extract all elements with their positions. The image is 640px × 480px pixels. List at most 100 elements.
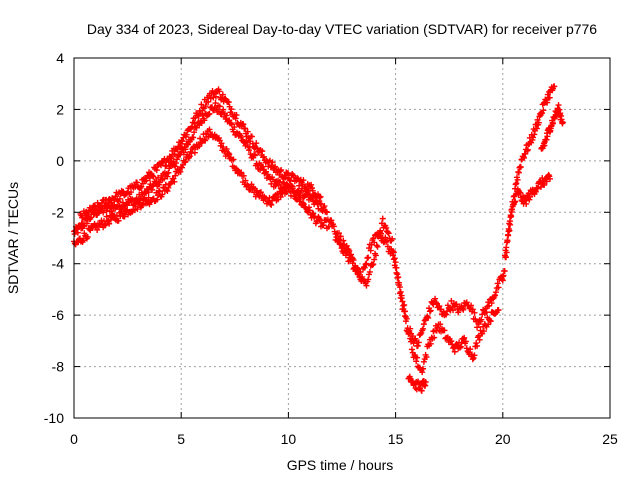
data-point-arc-5 [389, 248, 396, 255]
data-point-arc-7 [533, 125, 540, 132]
data-point-arc-1 [238, 134, 245, 141]
data-point-arc-1 [306, 191, 313, 198]
data-point-arc-2 [172, 172, 179, 179]
data-point-arc-3 [282, 174, 289, 181]
data-point-arc-5 [456, 344, 463, 351]
data-point-arc-4 [488, 300, 495, 307]
data-point-arc-5 [414, 354, 421, 361]
data-point-arc-4 [436, 303, 443, 310]
x-tick-label: 10 [281, 431, 297, 447]
data-point-arc-5 [393, 269, 400, 276]
data-point-arc-2 [87, 227, 94, 234]
data-point-arc-6 [418, 387, 425, 394]
data-point-arc-4 [460, 306, 467, 313]
data-point-arc-2 [238, 169, 245, 176]
data-point-arc-3 [88, 208, 95, 215]
data-point-arc-5 [359, 273, 366, 280]
data-point-arc-3 [219, 91, 226, 98]
data-point-arc-5 [473, 340, 480, 347]
data-point-arc-2 [257, 189, 264, 196]
data-point-arc-4 [474, 324, 481, 331]
data-point-arc-3 [269, 159, 276, 166]
data-point-arc-3 [202, 103, 209, 110]
data-point-arc-3 [205, 98, 212, 105]
x-tick-label: 15 [388, 431, 404, 447]
data-point-arc-5 [371, 239, 378, 246]
data-point-arc-2 [177, 168, 184, 175]
data-point-arc-4 [397, 288, 404, 295]
data-point-arc-4 [468, 302, 475, 309]
data-point-arc-5 [384, 237, 391, 244]
data-point-arc-4 [414, 342, 421, 349]
data-point-arc-3 [149, 172, 156, 179]
data-point-arc-2 [191, 149, 198, 156]
data-point-arc-3 [116, 195, 123, 202]
y-axis-label: SDTVAR / TECUs [5, 182, 21, 294]
data-point-arc-4 [478, 316, 485, 323]
data-point-arc-4 [363, 282, 370, 289]
data-point-arc-9 [544, 133, 551, 140]
data-point-arc-2 [84, 233, 91, 240]
data-point-arc-2 [242, 177, 249, 184]
y-tick-label: -2 [52, 204, 65, 220]
data-point-arc-5 [469, 356, 476, 363]
data-point-arc-8 [523, 200, 530, 207]
data-point-arc-4 [335, 230, 342, 237]
data-point-arc-4 [432, 295, 439, 302]
data-point-arc-4 [420, 321, 427, 328]
data-point-arc-2 [230, 156, 237, 163]
data-point-arc-3 [188, 123, 195, 130]
data-point-arc-5 [398, 295, 405, 302]
data-point-arc-4 [483, 309, 490, 316]
data-point-arc-1 [165, 169, 172, 176]
data-point-arc-4 [372, 252, 379, 259]
data-point-arc-4 [330, 223, 337, 230]
y-tick-label: 4 [56, 50, 64, 66]
data-point-arc-5 [394, 274, 401, 281]
data-point-arc-7 [524, 146, 531, 153]
data-point-arc-7 [517, 164, 524, 171]
data-point-arc-3 [128, 189, 135, 196]
data-point-arc-4 [383, 225, 390, 232]
data-point-arc-4 [492, 289, 499, 296]
data-point-arc-3 [108, 199, 115, 206]
data-point-arc-1 [191, 129, 198, 136]
data-point-arc-5 [365, 254, 372, 261]
data-point-arc-4 [328, 217, 335, 224]
data-point-arc-2 [202, 137, 209, 144]
data-point-arc-1 [315, 205, 322, 212]
data-point-arc-5 [420, 365, 427, 372]
data-point-arc-4 [389, 235, 396, 242]
data-point-arc-4 [463, 299, 470, 306]
data-point-arc-5 [363, 260, 370, 267]
data-point-arc-1 [223, 112, 230, 119]
data-point-arc-2 [171, 178, 178, 185]
data-point-arc-2 [305, 204, 312, 211]
data-point-arc-3 [198, 101, 205, 108]
data-point-arc-2 [154, 196, 161, 203]
data-point-arc-4 [401, 301, 408, 308]
data-point-arc-4 [369, 262, 376, 269]
data-point-arc-1 [83, 220, 90, 227]
data-point-arc-4 [455, 309, 462, 316]
data-point-arc-5 [390, 252, 397, 259]
data-point-arc-3 [183, 131, 190, 138]
data-point-arc-5 [344, 249, 351, 256]
data-point-arc-5 [377, 227, 384, 234]
data-point-arc-3 [176, 144, 183, 151]
data-point-arc-3 [284, 170, 291, 177]
data-point-arc-2 [306, 207, 313, 214]
data-point-arc-3 [137, 184, 144, 191]
data-point-arc-3 [191, 120, 198, 127]
data-point-arc-1 [173, 160, 180, 167]
data-point-arc-8 [507, 212, 514, 219]
data-point-arc-3 [233, 112, 240, 119]
data-point-arc-3 [134, 179, 141, 186]
data-point-arc-5 [463, 345, 470, 352]
y-tick-label: -8 [52, 359, 65, 375]
data-point-arc-1 [206, 110, 213, 117]
x-tick-label: 5 [177, 431, 185, 447]
data-point-arc-1 [182, 146, 189, 153]
data-point-arc-2 [102, 221, 109, 228]
data-point-arc-3 [284, 170, 291, 177]
